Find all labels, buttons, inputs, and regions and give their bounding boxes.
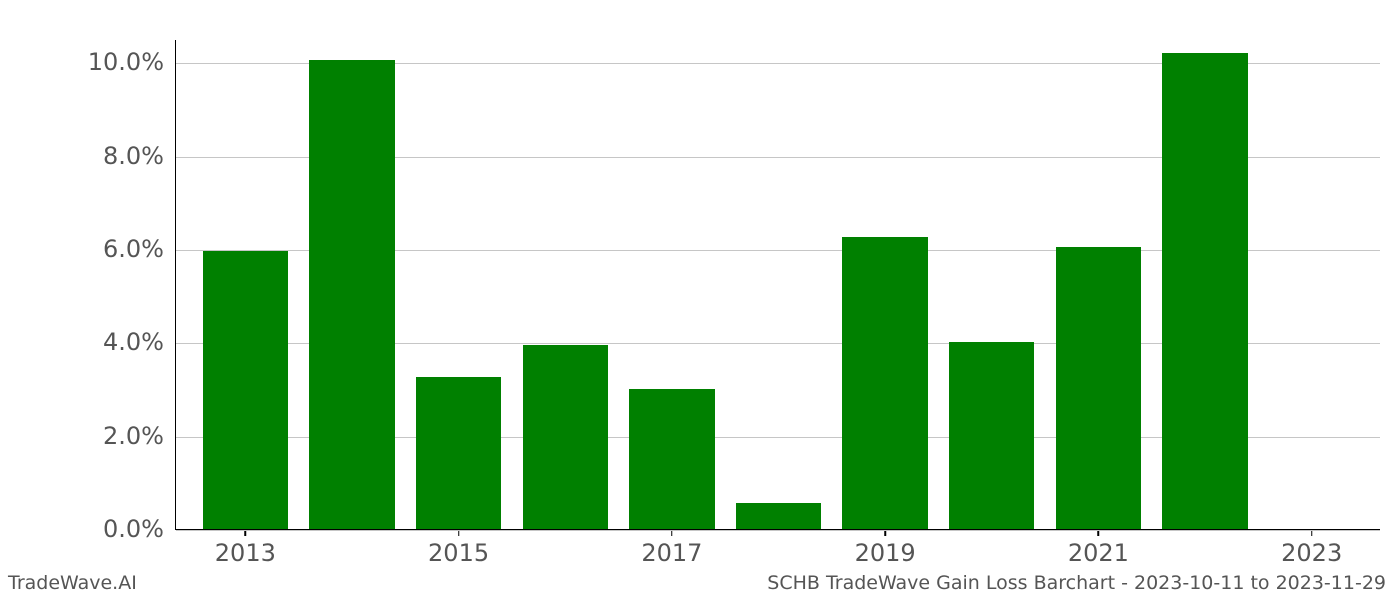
bar [842, 237, 927, 529]
y-tick-label: 4.0% [103, 328, 176, 356]
gridline [176, 530, 1380, 531]
y-tick-label: 10.0% [88, 48, 176, 76]
x-tick-label: 2013 [215, 529, 276, 567]
y-tick-label: 0.0% [103, 515, 176, 543]
x-tick-label: 2023 [1281, 529, 1342, 567]
x-tick-label: 2021 [1068, 529, 1129, 567]
bar [309, 60, 394, 529]
plot-area: 0.0%2.0%4.0%6.0%8.0%10.0%201320152017201… [175, 40, 1380, 530]
footer-left-text: TradeWave.AI [8, 572, 137, 594]
bar [416, 377, 501, 529]
chart-container: 0.0% 2.0% 4.0% 6.0% 8.0% 10.0% 2013 2015 2017 201… [0, 0, 1400, 600]
x-tick-label: 2015 [428, 529, 489, 567]
x-tick-label: 2019 [855, 529, 916, 567]
bar [949, 342, 1034, 529]
bar [523, 345, 608, 529]
x-tick-label: 2017 [641, 529, 702, 567]
bar [736, 503, 821, 529]
bar [1056, 247, 1141, 529]
footer-right-text: SCHB TradeWave Gain Loss Barchart - 2023… [767, 572, 1386, 594]
y-tick-label: 8.0% [103, 142, 176, 170]
bar [203, 251, 288, 529]
y-tick-label: 2.0% [103, 422, 176, 450]
y-tick-label: 6.0% [103, 235, 176, 263]
bar [1162, 53, 1247, 529]
bar [629, 389, 714, 529]
